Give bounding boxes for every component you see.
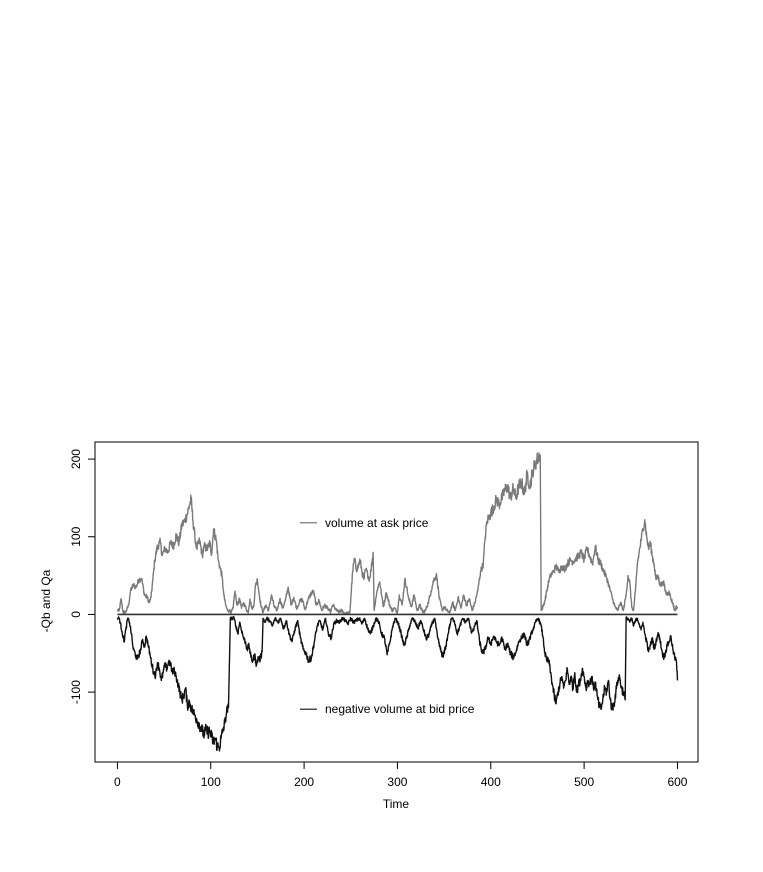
x-tick-label: 200 <box>294 775 314 789</box>
x-tick-label: 100 <box>201 775 221 789</box>
series-line-ask <box>116 452 679 615</box>
x-tick-label: 400 <box>481 775 501 789</box>
x-tick-label: 300 <box>387 775 407 789</box>
axis-layer: 0 100 200 300 400 500 600 -100 0 100 200 <box>69 449 688 789</box>
legend-entry-ask: volume at ask price <box>300 516 429 530</box>
y-tick-label: 100 <box>69 526 83 546</box>
legend-entry-bid: negative volume at bid price <box>300 702 475 716</box>
series-layer <box>116 452 679 752</box>
legend-label: volume at ask price <box>325 516 429 530</box>
y-tick-label: 200 <box>69 449 83 469</box>
y-tick-label: 0 <box>69 611 83 618</box>
x-tick-label: 600 <box>667 775 687 789</box>
x-tick-label: 500 <box>574 775 594 789</box>
series-line-bid <box>116 615 679 752</box>
legend-label: negative volume at bid price <box>325 702 475 716</box>
x-axis-title: Time <box>383 797 410 811</box>
legend-layer: volume at ask price negative volume at bi… <box>300 516 475 716</box>
y-tick-label: -100 <box>69 680 83 704</box>
plot-frame <box>94 441 699 763</box>
y-axis-title: -Qb and Qa <box>39 569 53 632</box>
x-tick-label: 0 <box>114 775 121 789</box>
